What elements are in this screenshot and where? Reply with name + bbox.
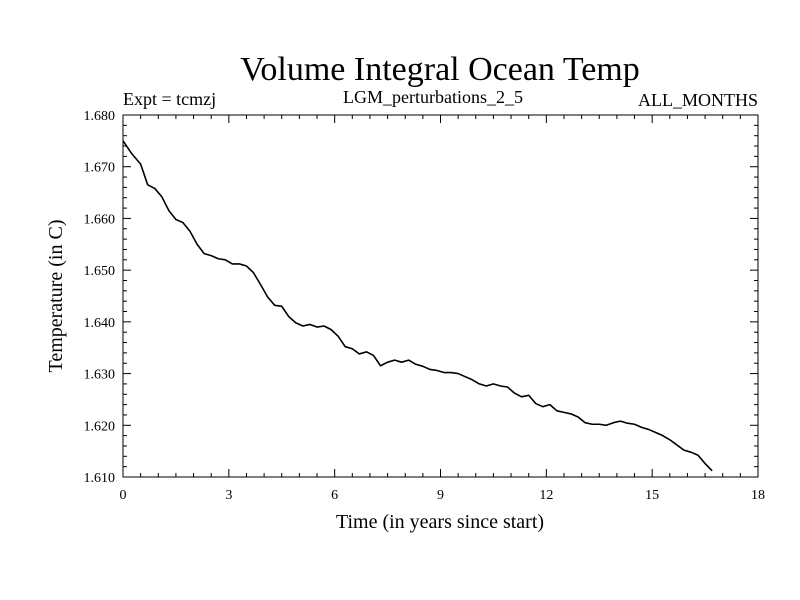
y-tick-label: 1.660 (84, 212, 116, 227)
months-label: ALL_MONTHS (638, 90, 758, 110)
y-tick-label: 1.610 (84, 471, 116, 486)
x-tick-label: 0 (120, 488, 127, 503)
temperature-series-line (122, 140, 713, 472)
x-tick-label: 3 (225, 488, 232, 503)
y-axis-label: Temperature (in C) (45, 220, 67, 373)
perturbation-label: LGM_perturbations_2_5 (343, 87, 523, 107)
plot-frame (122, 114, 759, 478)
y-tick-label: 1.650 (84, 264, 116, 279)
x-axis-label: Time (in years since start) (336, 511, 544, 533)
x-tick-label: 9 (437, 488, 444, 503)
x-tick-label: 6 (331, 488, 338, 503)
x-tick-label: 18 (751, 488, 765, 503)
axis-tick-labels: 0 3 6 9 12 15 18 1.610 1.620 1.630 1.640 1.650 1.660… (84, 109, 766, 503)
x-tick-label: 15 (645, 488, 659, 503)
y-tick-label: 1.680 (84, 109, 116, 124)
experiment-label: Expt = tcmzj (123, 89, 216, 109)
y-tick-label: 1.670 (84, 161, 116, 176)
y-tick-label: 1.640 (84, 316, 116, 331)
axis-ticks (122, 114, 759, 478)
chart-title: Volume Integral Ocean Temp (240, 51, 640, 88)
x-tick-label: 12 (539, 488, 553, 503)
y-tick-label: 1.620 (84, 419, 116, 434)
y-tick-label: 1.630 (84, 368, 116, 383)
